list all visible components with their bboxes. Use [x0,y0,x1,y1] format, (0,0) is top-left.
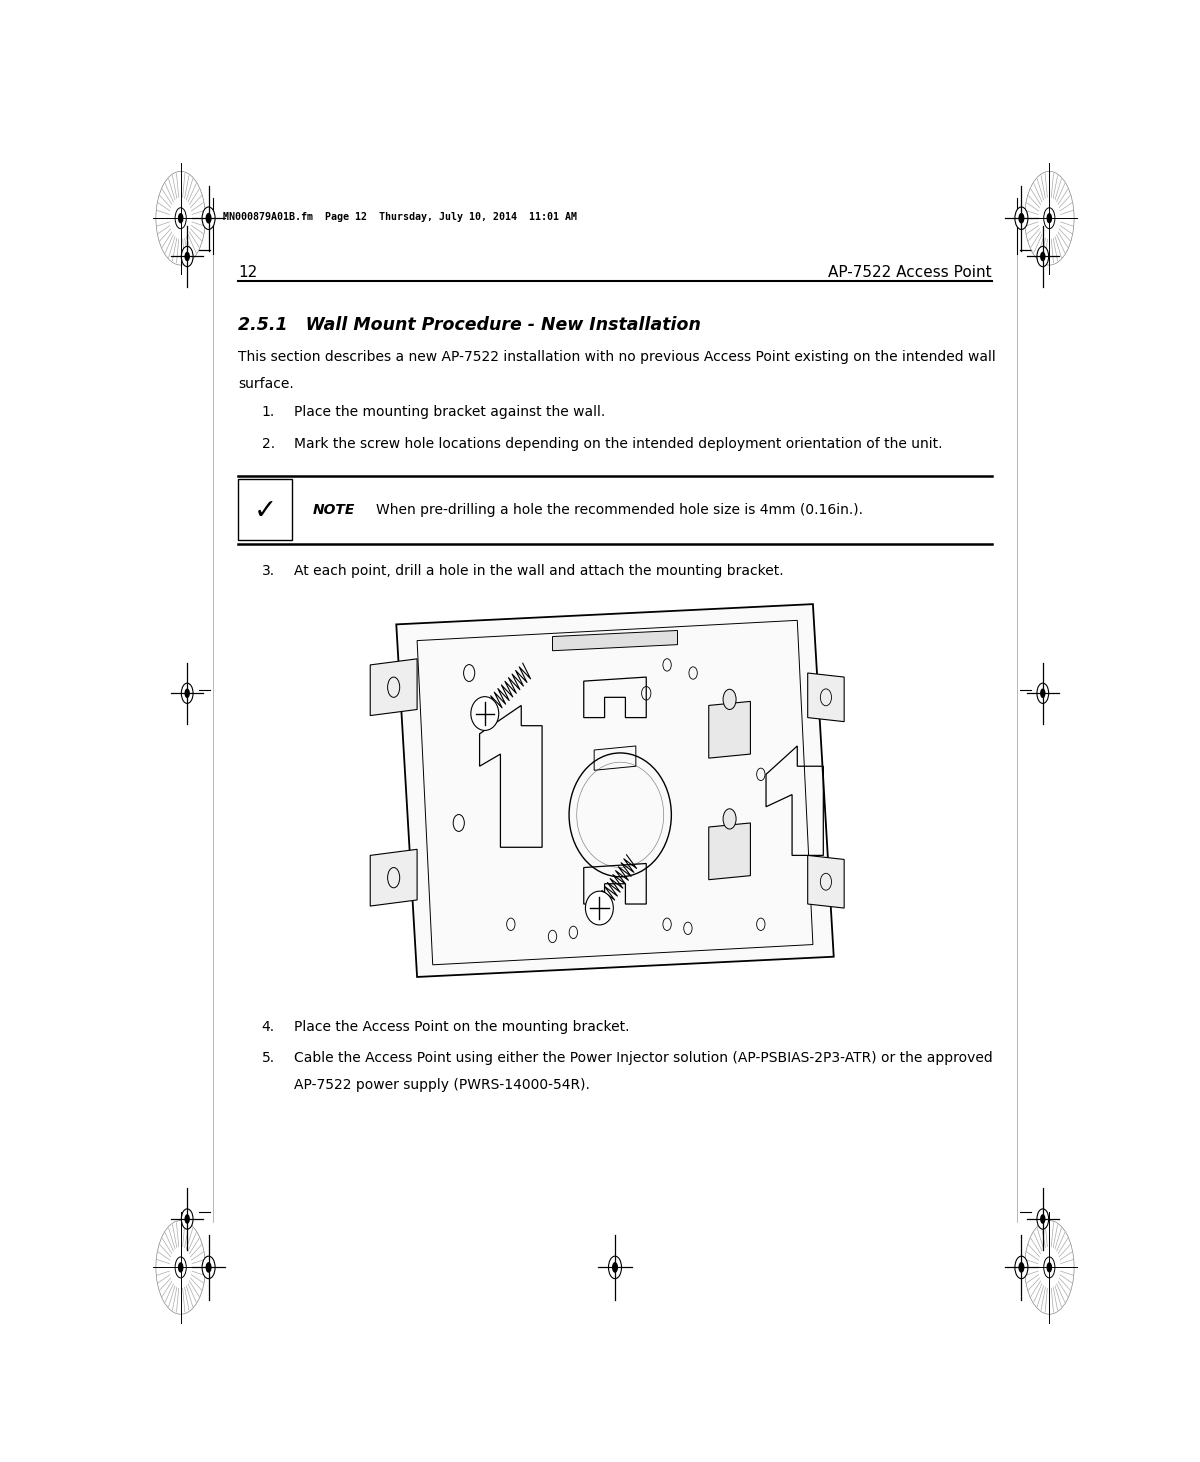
Ellipse shape [1019,213,1025,224]
Ellipse shape [181,1209,193,1230]
Polygon shape [396,604,834,977]
Polygon shape [808,855,844,908]
Ellipse shape [178,213,184,224]
Polygon shape [552,630,678,651]
Ellipse shape [178,1262,184,1272]
Text: 1.: 1. [262,405,275,420]
Text: ✓: ✓ [253,497,277,525]
Ellipse shape [175,208,186,228]
Ellipse shape [1037,1209,1049,1230]
Polygon shape [371,659,418,715]
Ellipse shape [169,1247,192,1288]
Ellipse shape [1038,1247,1061,1288]
Ellipse shape [1015,1256,1028,1279]
Ellipse shape [1019,1262,1025,1273]
Circle shape [470,697,499,731]
Text: When pre-drilling a hole the recommended hole size is 4mm (0.16in.).: When pre-drilling a hole the recommended… [376,503,863,516]
Text: 3.: 3. [262,564,275,577]
Text: MN000879A01B.fm  Page 12  Thursday, July 10, 2014  11:01 AM: MN000879A01B.fm Page 12 Thursday, July 1… [222,212,576,222]
Ellipse shape [1046,213,1052,224]
Ellipse shape [612,1262,618,1273]
Ellipse shape [175,1257,186,1278]
Text: AP-7522 power supply (PWRS-14000-54R).: AP-7522 power supply (PWRS-14000-54R). [294,1079,590,1092]
Text: 2.5.1   Wall Mount Procedure - New Installation: 2.5.1 Wall Mount Procedure - New Install… [239,316,701,335]
Ellipse shape [1044,1257,1055,1278]
Ellipse shape [1038,197,1061,240]
Ellipse shape [181,683,193,703]
Bar [239,480,293,539]
Ellipse shape [185,1213,190,1224]
Ellipse shape [1044,208,1055,228]
Ellipse shape [1037,247,1049,266]
Ellipse shape [724,808,736,829]
Ellipse shape [185,251,190,262]
Text: Cable the Access Point using either the Power Injector solution (AP-PSBIAS-2P3-A: Cable the Access Point using either the … [294,1051,992,1066]
Ellipse shape [1040,689,1045,697]
Ellipse shape [1040,251,1045,262]
Ellipse shape [205,1262,211,1273]
Ellipse shape [608,1256,622,1279]
Ellipse shape [202,1256,215,1279]
Text: 4.: 4. [262,1020,275,1034]
Ellipse shape [1015,208,1028,230]
Text: At each point, drill a hole in the wall and attach the mounting bracket.: At each point, drill a hole in the wall … [294,564,784,577]
Ellipse shape [169,197,192,240]
Polygon shape [808,673,844,722]
Ellipse shape [185,689,190,697]
Text: This section describes a new AP-7522 installation with no previous Access Point : This section describes a new AP-7522 ins… [239,349,996,364]
Text: Mark the screw hole locations depending on the intended deployment orientation o: Mark the screw hole locations depending … [294,437,943,450]
Text: 5.: 5. [262,1051,275,1066]
Ellipse shape [1040,1213,1045,1224]
Ellipse shape [1037,683,1049,703]
Text: Place the mounting bracket against the wall.: Place the mounting bracket against the w… [294,405,606,420]
Circle shape [586,892,613,925]
Text: surface.: surface. [239,377,294,390]
Ellipse shape [202,208,215,230]
Text: 12: 12 [239,266,258,281]
Ellipse shape [1046,1262,1052,1272]
Ellipse shape [181,247,193,266]
Text: 2.: 2. [262,437,275,450]
Text: Place the Access Point on the mounting bracket.: Place the Access Point on the mounting b… [294,1020,630,1034]
Polygon shape [709,702,750,759]
Polygon shape [371,849,418,906]
Text: AP-7522 Access Point: AP-7522 Access Point [828,266,991,281]
Polygon shape [709,823,750,880]
Ellipse shape [724,689,736,709]
Text: NOTE: NOTE [313,503,355,516]
Ellipse shape [205,213,211,224]
